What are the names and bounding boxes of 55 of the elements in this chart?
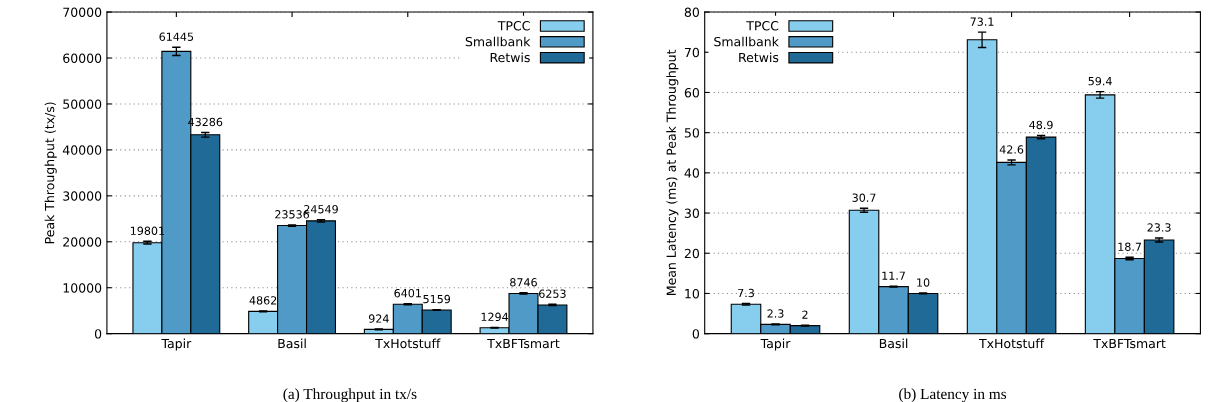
y-tick-label: 30000: [63, 191, 102, 201]
data-label: 23.3: [1147, 223, 1171, 232]
y-tick-label: 40000: [62, 145, 102, 155]
data-label: 59.4: [1088, 76, 1112, 86]
x-tick-label: Basil: [879, 338, 908, 349]
y-tick-label: 70: [684, 47, 700, 58]
legend-label: Retwis: [490, 52, 530, 63]
data-label: 11.7: [882, 271, 905, 280]
legend-label: TPCC: [497, 21, 530, 31]
y-tick-label: 0: [692, 329, 700, 339]
data-label: 30.7: [852, 193, 876, 202]
x-tick-label: Basil: [278, 338, 306, 349]
data-label: 8746: [510, 278, 537, 287]
data-label: 10: [917, 278, 930, 287]
y-tick-label: 60: [684, 87, 700, 98]
x-tick-label: TxBFTsmart: [1093, 338, 1166, 349]
data-label: 2: [802, 310, 808, 319]
legend-label: TPCC: [746, 21, 779, 31]
y-tick-label: 30: [684, 208, 700, 218]
data-label: 1294: [481, 312, 509, 322]
y-tick-label: 20: [684, 248, 700, 259]
data-label: 5159: [423, 294, 451, 304]
legend-label: Smallbank: [714, 36, 779, 47]
x-tick-label: Tapir: [161, 338, 192, 351]
data-label: 73.1: [970, 17, 994, 26]
text: (b) Latency in ms: [899, 388, 1007, 402]
y-tick-label: 70000: [63, 7, 102, 17]
x-tick-label: Tapir: [760, 338, 791, 351]
y-tick-label: 10: [685, 288, 700, 299]
data-label: 18.7: [1118, 242, 1142, 251]
y-axis-title: Peak Throughput (tx/s): [44, 102, 57, 244]
data-label: 7.3: [738, 288, 754, 298]
y-tick-label: 10000: [63, 283, 102, 293]
data-label: 61445: [159, 32, 194, 41]
x-tick-label: TxHotstuff: [375, 338, 441, 349]
legend-label: Smallbank: [465, 36, 531, 47]
y-tick-label: 80: [684, 7, 700, 17]
x-tick-label: TxBFTsmart: [487, 338, 560, 349]
data-label: 42.6: [999, 145, 1024, 154]
y-tick-label: 40: [684, 168, 700, 178]
y-tick-label: 20000: [63, 237, 102, 247]
x-tick-label: TxHotstuff: [978, 338, 1045, 349]
y-axis-title: Mean Latency (ms) at Peak Throughput: [666, 49, 679, 295]
data-label: 6253: [539, 289, 566, 298]
data-label: 2.3: [767, 309, 784, 318]
y-tick-label: 50: [684, 128, 700, 138]
text: (a) Throughput in tx/s: [283, 388, 417, 402]
data-label: 48.9: [1029, 120, 1053, 130]
data-label: 6401: [394, 288, 421, 298]
y-tick-label: 50000: [63, 99, 102, 109]
data-label: 924: [368, 314, 389, 323]
y-tick-label: 60000: [63, 53, 102, 63]
y-tick-label: 0: [94, 329, 102, 339]
legend-label: Retwis: [739, 52, 779, 63]
data-label: 4862: [249, 296, 277, 305]
